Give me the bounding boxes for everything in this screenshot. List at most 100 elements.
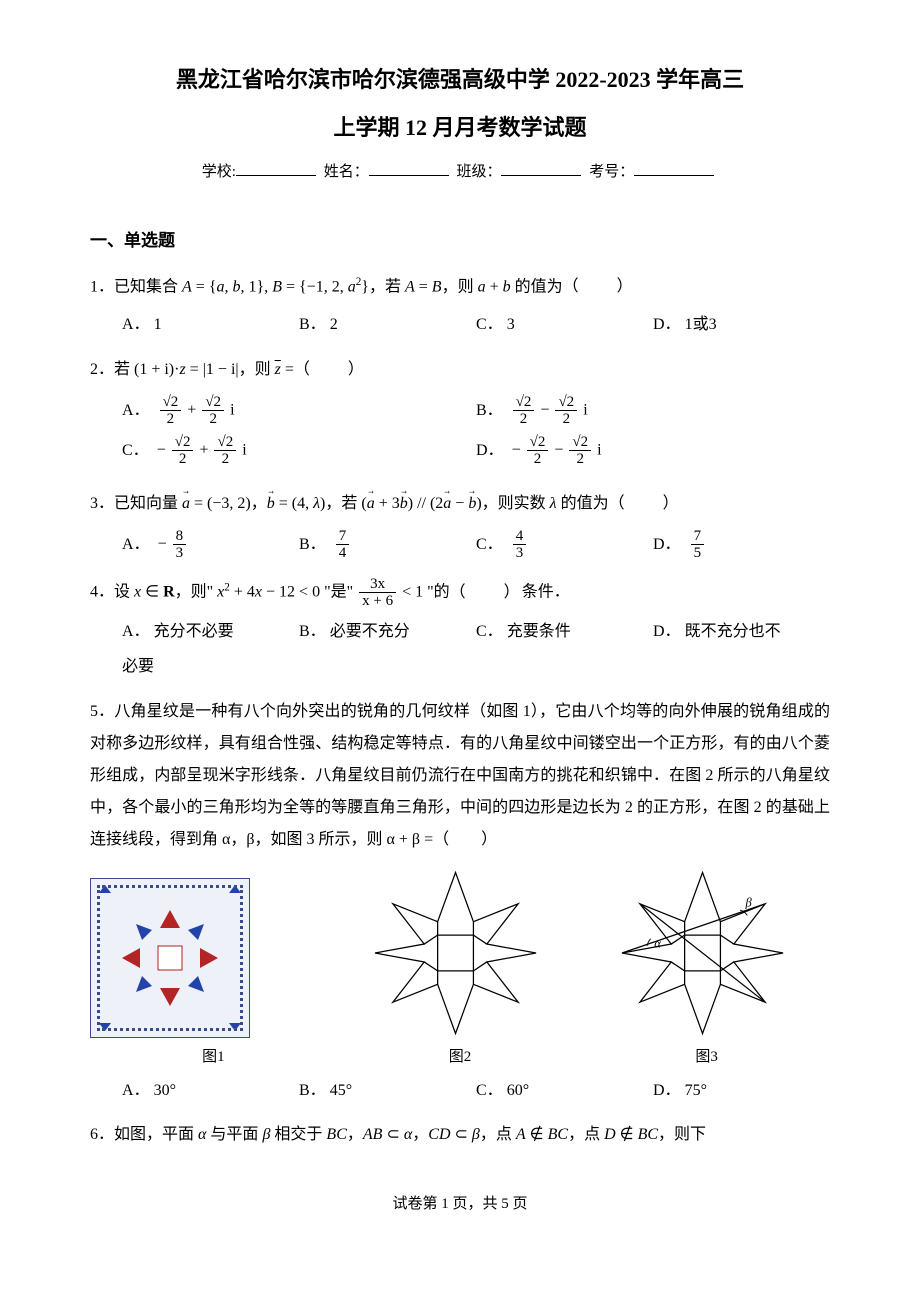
q4-choice-b: B．必要不充分 [299, 618, 476, 647]
q3-c-num: 4 [513, 528, 527, 546]
q2-d-den2: 2 [569, 451, 591, 468]
q3-d-den: 5 [691, 545, 705, 562]
q1-d-label: D． [653, 316, 681, 333]
q5-fig2: 图2 [337, 868, 584, 1071]
q2-d-sign: − [512, 442, 521, 459]
q5-fig3: α β 图3 [583, 868, 830, 1071]
q2-b-num1: √2 [513, 394, 535, 412]
q5-d-text: 75° [685, 1082, 707, 1099]
q2-a-num1: √2 [160, 394, 182, 412]
q2-c-i: i [242, 442, 246, 459]
q4-d-text: 既不充分也不 [685, 623, 781, 640]
q4-choices: A．充分不必要 B．必要不充分 C．充要条件 D．既不充分也不 [122, 618, 830, 647]
q5-b-label: B． [299, 1082, 326, 1099]
q5-a-text: 30° [154, 1082, 176, 1099]
q4-b-label: B． [299, 623, 326, 640]
q3-a-den: 3 [173, 545, 187, 562]
q3-c-den: 3 [513, 545, 527, 562]
q4-stem: 4．设 x ∈ R，则" x2 + 4x − 12 < 0 "是" 3xx + … [90, 576, 830, 610]
q1-choice-a: A．1 [122, 311, 299, 340]
q2-choice-c: C． − √22 + √22 i [122, 434, 476, 468]
pattern-svg [91, 879, 249, 1037]
q2-b-i: i [583, 402, 587, 419]
q4-choice-a: A．充分不必要 [122, 618, 299, 647]
q4-a-label: A． [122, 623, 150, 640]
q2-b-label: B． [476, 402, 503, 419]
q3-b-den: 4 [336, 545, 350, 562]
q5-stem: 5．八角星纹是一种有八个向外突出的锐角的几何纹样（如图 1），它由八个均等的向外… [90, 696, 830, 856]
q5-fig1-label: 图1 [90, 1044, 337, 1071]
q5-fig1-pattern [90, 878, 250, 1038]
title-line-1: 黑龙江省哈尔滨市哈尔滨德强高级中学 2022-2023 学年高三 [90, 60, 830, 100]
q2-c-label: C． [122, 442, 149, 459]
q5-d-label: D． [653, 1082, 681, 1099]
q3-d-label: D． [653, 536, 681, 553]
q2-a-num2: √2 [202, 394, 224, 412]
q2-choice-a: A． √22 + √22 i [122, 394, 476, 428]
q4-c-text: 充要条件 [507, 623, 571, 640]
q2-a-op: + [187, 402, 196, 419]
q1-a-text: 1 [154, 316, 162, 333]
examno-label: 考号： [589, 164, 634, 180]
q4-frac-den: x + 6 [359, 593, 396, 610]
q4-choice-c: C．充要条件 [476, 618, 653, 647]
class-blank [501, 175, 581, 176]
school-label: 学校: [202, 164, 236, 180]
q3-choice-c: C． 43 [476, 528, 653, 562]
q1-choice-d: D．1或3 [653, 311, 830, 340]
q5-b-text: 45° [330, 1082, 352, 1099]
q4-d-label: D． [653, 623, 681, 640]
q5-choice-c: C．60° [476, 1077, 653, 1106]
q4-a-text: 充分不必要 [154, 623, 234, 640]
q3-a-label: A． [122, 536, 150, 553]
q3-b-label: B． [299, 536, 326, 553]
star3-svg: α β [612, 868, 802, 1038]
name-blank [369, 175, 449, 176]
q4-c-label: C． [476, 623, 503, 640]
q2-c-den2: 2 [214, 451, 236, 468]
q5-fig1: 图1 [90, 878, 337, 1071]
q2-choice-b: B． √22 − √22 i [476, 394, 830, 428]
q2-b-num2: √2 [555, 394, 577, 412]
q5-figures: 图1 图2 [90, 868, 830, 1071]
q2-c-den1: 2 [172, 451, 194, 468]
examno-blank [634, 175, 714, 176]
q2-d-num2: √2 [569, 434, 591, 452]
q4-d-wrap: 必要 [122, 653, 830, 682]
q1-c-label: C． [476, 316, 503, 333]
q2-d-num1: √2 [527, 434, 549, 452]
q3-choices: A． − 83 B． 74 C． 43 D． 75 [122, 528, 830, 562]
q3-a-sign: − [158, 536, 167, 553]
q3-choice-b: B． 74 [299, 528, 476, 562]
q4-b-text: 必要不充分 [330, 623, 410, 640]
q1-c-text: 3 [507, 316, 515, 333]
q5-choice-a: A．30° [122, 1077, 299, 1106]
q2-stem: 2．若 (1 + i)·z = |1 − i|，则 z =（ ） [90, 354, 830, 386]
q1-d-text: 1或3 [685, 316, 717, 333]
q1-b-text: 2 [330, 316, 338, 333]
q3-stem: 3．已知向量 a = (−3, 2)，b = (4, λ)，若 (a + 3b)… [90, 488, 830, 520]
q3-choice-d: D． 75 [653, 528, 830, 562]
name-label: 姓名： [324, 164, 369, 180]
q5-c-text: 60° [507, 1082, 529, 1099]
q5-choice-b: B．45° [299, 1077, 476, 1106]
title-line-2: 上学期 12 月月考数学试题 [90, 108, 830, 148]
q2-c-sign: − [157, 442, 166, 459]
page-footer: 试卷第 1 页，共 5 页 [90, 1191, 830, 1218]
section-head: 一、单选题 [90, 226, 830, 257]
q5-choice-d: D．75° [653, 1077, 830, 1106]
q1-choice-c: C．3 [476, 311, 653, 340]
q5-c-label: C． [476, 1082, 503, 1099]
q2-b-den1: 2 [513, 411, 535, 428]
q5-a-label: A． [122, 1082, 150, 1099]
q3-choice-a: A． − 83 [122, 528, 299, 562]
q5-fig2-label: 图2 [337, 1044, 584, 1071]
beta-label: β [744, 895, 752, 909]
q2-b-den2: 2 [555, 411, 577, 428]
q2-c-num2: √2 [214, 434, 236, 452]
q3-d-num: 7 [691, 528, 705, 546]
q2-a-den2: 2 [202, 411, 224, 428]
q2-c-num1: √2 [172, 434, 194, 452]
q6-stem: 6．如图，平面 α 与平面 β 相交于 BC，AB ⊂ α，CD ⊂ β，点 A… [90, 1119, 830, 1151]
form-line: 学校: 姓名： 班级： 考号： [90, 159, 830, 186]
